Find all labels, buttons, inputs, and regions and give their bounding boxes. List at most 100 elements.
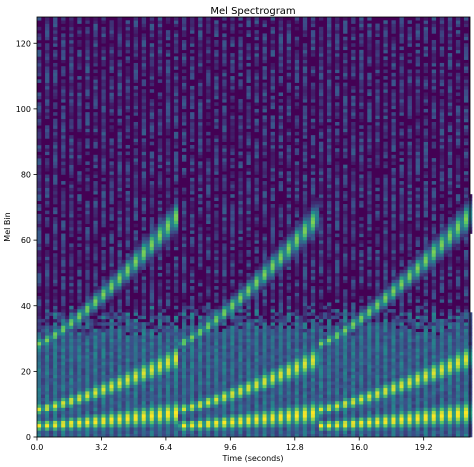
heatmap-cell: [246, 213, 251, 218]
heatmap-cell: [190, 322, 195, 326]
heatmap-cell: [246, 49, 251, 54]
heatmap-cell: [238, 430, 243, 435]
heatmap-cell: [85, 318, 90, 323]
heatmap-cell: [133, 26, 138, 31]
heatmap-cell: [246, 108, 251, 113]
heatmap-cell: [210, 430, 215, 435]
heatmap-cell: [69, 404, 74, 408]
heatmap-cell: [173, 414, 179, 418]
heatmap-cell: [125, 354, 130, 359]
heatmap-cell: [57, 354, 62, 359]
heatmap-cell: [125, 158, 130, 162]
heatmap-cell: [206, 164, 211, 169]
heatmap-cell: [266, 335, 271, 339]
heatmap-cell: [117, 122, 122, 126]
heatmap-cell: [157, 259, 163, 264]
heatmap-cell: [81, 377, 86, 382]
heatmap-cell: [286, 151, 292, 156]
heatmap-cell: [194, 407, 199, 412]
heatmap-cell: [117, 381, 122, 385]
heatmap-cell: [202, 348, 207, 352]
heatmap-cell: [133, 348, 138, 352]
heatmap-cell: [45, 243, 50, 247]
heatmap-cell: [49, 420, 54, 425]
heatmap-cell: [57, 351, 62, 356]
heatmap-cell: [222, 243, 227, 247]
heatmap-cell: [77, 397, 82, 402]
heatmap-cell: [93, 230, 98, 234]
heatmap-cell: [161, 430, 167, 435]
heatmap-cell: [65, 423, 70, 428]
heatmap-cell: [169, 407, 175, 412]
heatmap-cell: [262, 332, 267, 336]
heatmap-cell: [278, 105, 283, 110]
heatmap-cell: [246, 374, 251, 379]
heatmap-cell: [230, 364, 235, 369]
heatmap-cell: [165, 305, 171, 310]
heatmap-cell: [206, 246, 211, 251]
heatmap-cell: [141, 404, 147, 408]
heatmap-cell: [173, 200, 179, 205]
heatmap-cell: [77, 76, 82, 80]
heatmap-cell: [133, 312, 138, 316]
heatmap-cell: [45, 177, 50, 182]
heatmap-cell: [214, 243, 219, 247]
heatmap-cell: [254, 420, 259, 425]
heatmap-cell: [37, 427, 42, 431]
heatmap-cell: [206, 325, 211, 330]
heatmap-cell: [173, 236, 179, 241]
heatmap-cell: [198, 417, 203, 421]
heatmap-cell: [45, 204, 50, 208]
heatmap-cell: [282, 315, 288, 320]
heatmap-cell: [266, 332, 271, 336]
heatmap-cell: [117, 420, 122, 425]
heatmap-cell: [198, 420, 203, 425]
heatmap-cell: [65, 381, 70, 385]
heatmap-cell: [157, 213, 163, 218]
heatmap-cell: [121, 279, 126, 284]
heatmap-cell: [69, 190, 74, 195]
heatmap-cell: [234, 400, 239, 405]
heatmap-cell: [69, 374, 74, 379]
heatmap-cell: [274, 400, 279, 405]
heatmap-cell: [129, 414, 134, 418]
heatmap-cell: [198, 414, 203, 418]
heatmap-cell: [37, 122, 42, 126]
heatmap-cell: [262, 361, 267, 366]
heatmap-cell: [254, 417, 259, 421]
heatmap-cell: [190, 43, 195, 47]
heatmap-cell: [246, 227, 251, 231]
heatmap-cell: [165, 177, 171, 182]
heatmap-cell: [93, 309, 98, 313]
heatmap-cell: [61, 295, 66, 300]
heatmap-cell: [246, 181, 251, 185]
heatmap-cell: [246, 266, 251, 270]
heatmap-cell: [234, 292, 239, 297]
heatmap-cell: [186, 345, 191, 349]
heatmap-cell: [266, 276, 271, 280]
heatmap-cell: [85, 263, 90, 267]
heatmap-cell: [165, 171, 171, 175]
heatmap-cell: [37, 410, 42, 415]
heatmap-cell: [121, 377, 126, 382]
heatmap-cell: [210, 351, 215, 356]
heatmap-cell: [109, 200, 114, 205]
heatmap-cell: [270, 420, 275, 425]
heatmap-cell: [61, 335, 66, 339]
heatmap-cell: [262, 272, 267, 277]
heatmap-cell: [77, 158, 82, 162]
heatmap-cell: [125, 295, 130, 300]
heatmap-cell: [41, 384, 46, 389]
heatmap-cell: [262, 325, 267, 330]
heatmap-cell: [105, 315, 110, 320]
heatmap-cell: [101, 358, 106, 362]
heatmap-cell: [61, 151, 66, 156]
heatmap-cell: [165, 295, 171, 300]
heatmap-cell: [165, 217, 171, 221]
heatmap-cell: [198, 410, 203, 415]
heatmap-cell: [214, 23, 219, 28]
heatmap-cell: [57, 377, 62, 382]
heatmap-cell: [182, 227, 187, 231]
heatmap-cell: [61, 204, 66, 208]
heatmap-cell: [141, 253, 147, 257]
